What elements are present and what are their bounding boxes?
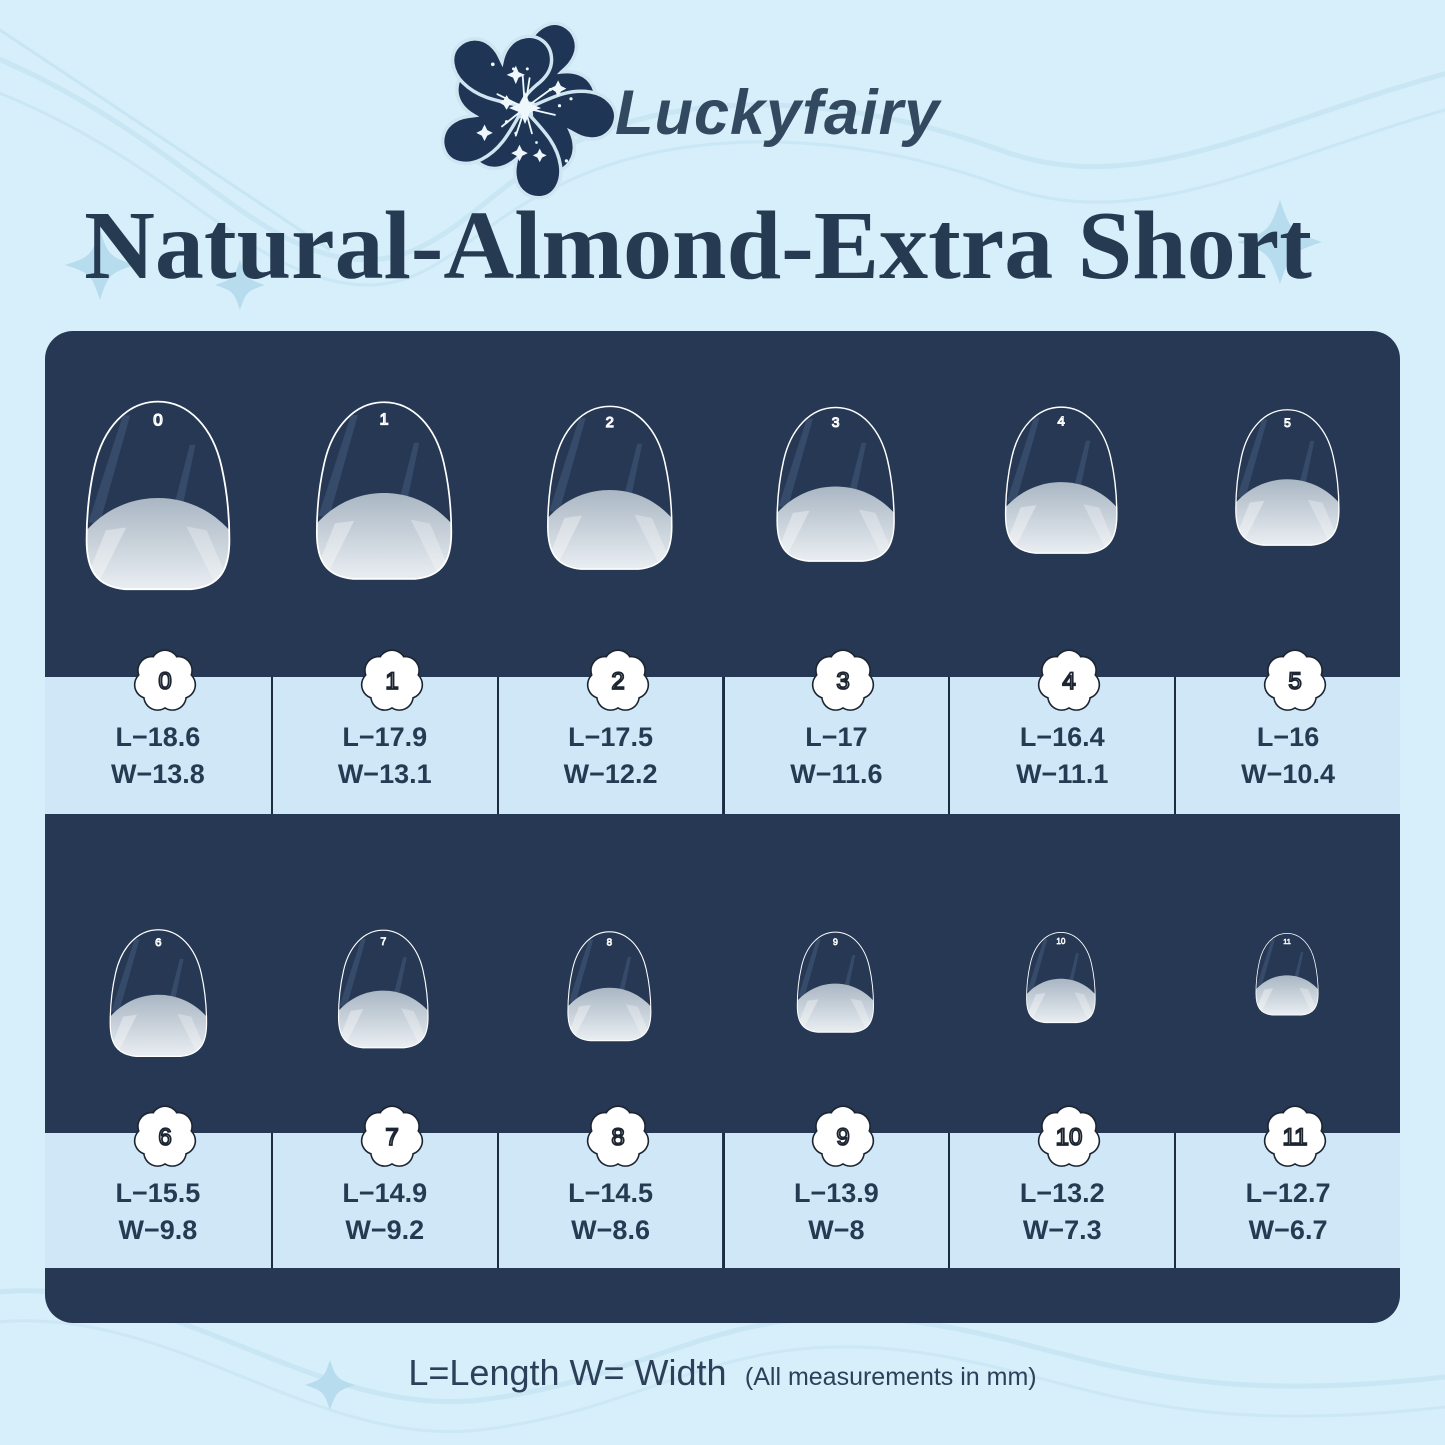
svg-text:2: 2 <box>605 415 613 431</box>
svg-text:11: 11 <box>1283 1124 1308 1151</box>
svg-text:11: 11 <box>1283 937 1291 946</box>
svg-text:1: 1 <box>379 412 388 429</box>
svg-text:5: 5 <box>1284 416 1291 430</box>
svg-text:3: 3 <box>832 414 840 430</box>
svg-text:0: 0 <box>158 668 171 695</box>
svg-text:9: 9 <box>833 937 838 947</box>
svg-text:Natural-Almond-Extra Short: Natural-Almond-Extra Short <box>84 192 1312 300</box>
svg-text:7: 7 <box>381 936 387 948</box>
svg-text:8: 8 <box>607 938 613 949</box>
svg-text:2: 2 <box>611 668 624 695</box>
svg-text:7: 7 <box>385 1124 398 1151</box>
svg-text:0: 0 <box>153 410 162 429</box>
svg-text:1: 1 <box>385 668 398 695</box>
svg-text:3: 3 <box>837 668 850 695</box>
svg-text:6: 6 <box>155 937 161 949</box>
svg-text:10: 10 <box>1057 937 1067 946</box>
svg-text:9: 9 <box>837 1124 850 1151</box>
svg-text:4: 4 <box>1058 414 1065 429</box>
svg-text:6: 6 <box>158 1124 171 1151</box>
svg-text:4: 4 <box>1063 668 1076 695</box>
svg-text:Luckyfairy: Luckyfairy <box>615 78 942 148</box>
svg-text:10: 10 <box>1056 1124 1083 1151</box>
svg-text:8: 8 <box>611 1124 624 1151</box>
svg-text:5: 5 <box>1288 668 1301 695</box>
